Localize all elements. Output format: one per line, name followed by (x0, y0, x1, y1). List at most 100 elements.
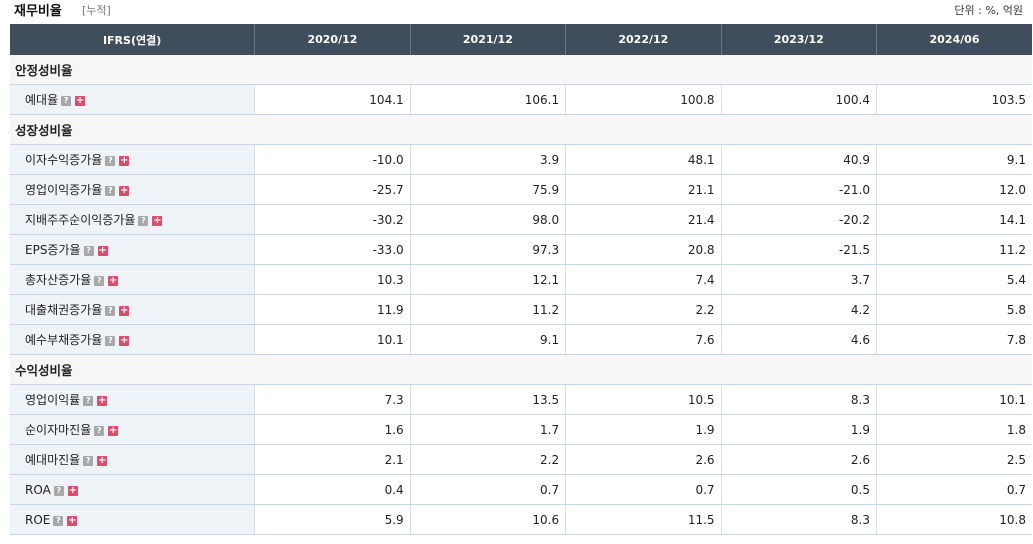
table-row: 순이자마진율? +1.6 1.7 1.9 1.9 1.8 (10, 414, 1032, 445)
row-label-cell: 예수부채증가율? + (10, 324, 256, 355)
help-icon[interactable]: ? (105, 336, 116, 346)
section-title: 안정성비율 (10, 55, 1032, 85)
help-icon[interactable]: ? (94, 426, 105, 436)
help-icon[interactable]: ? (138, 216, 149, 226)
header-row: IFRS(연결) 2020/12 2021/12 2022/12 2023/12… (10, 24, 1032, 55)
expand-plus-icon[interactable]: + (119, 155, 130, 166)
row-label: 예수부채증가율 (25, 333, 103, 347)
value-cell: 2.1 (254, 444, 411, 475)
section-title: 수익성비율 (10, 354, 1032, 385)
expand-plus-icon[interactable]: + (108, 275, 119, 286)
table-row: 총자산증가율? +10.3 12.1 7.4 3.7 5.4 (10, 264, 1032, 295)
value-cell: 104.1 (254, 84, 411, 115)
row-label-cell: 총자산증가율? + (10, 264, 256, 295)
expand-plus-icon[interactable]: + (119, 335, 130, 346)
financial-ratio-table: IFRS(연결) 2020/12 2021/12 2022/12 2023/12… (10, 24, 1032, 535)
value-cell: 4.2 (721, 294, 878, 325)
expand-plus-icon[interactable]: + (119, 185, 130, 196)
expand-plus-icon[interactable]: + (152, 215, 163, 226)
value-cell: 2.6 (565, 444, 722, 475)
value-cell: -33.0 (254, 234, 411, 265)
expand-plus-icon[interactable]: + (97, 395, 108, 406)
value-cell: 0.7 (565, 474, 722, 505)
expand-plus-icon[interactable]: + (67, 514, 78, 526)
help-icon[interactable]: ? (105, 306, 116, 316)
table-row: 예대율? +104.1 106.1 100.8 100.4 103.5 (10, 84, 1032, 115)
expand-plus-icon[interactable]: + (119, 305, 130, 316)
value-cell: -21.0 (721, 174, 878, 205)
section-title: 성장성비율 (10, 114, 1032, 145)
header-ifrs: IFRS(연결) (10, 24, 256, 55)
value-cell: -25.7 (254, 174, 411, 205)
value-cell: 8.3 (721, 384, 878, 415)
row-label-cell: ROE? + (10, 504, 256, 535)
row-label-cell: 지배주주순이익증가율? + (10, 204, 256, 235)
row-label: 영업이익률 (25, 393, 81, 407)
expand-plus-icon[interactable]: + (97, 245, 108, 256)
header-period: 2022/12 (565, 24, 722, 55)
row-label: ROA (25, 482, 51, 497)
section-row: 수익성비율 (10, 354, 1032, 385)
value-cell: 10.1 (254, 324, 411, 355)
value-cell: 98.0 (410, 204, 567, 235)
value-cell: 0.7 (876, 474, 1032, 505)
value-cell: -21.5 (721, 234, 878, 265)
value-cell: 0.5 (721, 474, 878, 505)
help-icon[interactable]: ? (94, 276, 105, 286)
expand-plus-icon[interactable]: + (97, 455, 108, 466)
header-period: 2024/06 (876, 24, 1032, 55)
value-cell: 14.1 (876, 204, 1032, 235)
value-cell: 2.2 (410, 444, 567, 475)
row-label-cell: EPS증가율? + (10, 234, 256, 265)
unit-note: 단위 : %, 억원 (954, 4, 1023, 17)
table-row: 예수부채증가율? +10.1 9.1 7.6 4.6 7.8 (10, 324, 1032, 355)
row-label: 영업이익증가율 (25, 183, 103, 197)
value-cell: 75.9 (410, 174, 567, 205)
help-icon[interactable]: ? (53, 515, 64, 526)
expand-plus-icon[interactable]: + (67, 484, 78, 496)
row-label: 총자산증가율 (25, 273, 92, 287)
table-row: 영업이익증가율? + -25.7 75.9 21.1 -21.0 12.0 (10, 174, 1032, 205)
help-icon[interactable]: ? (53, 485, 64, 496)
value-cell: 1.9 (565, 414, 722, 445)
row-label-cell: 예대율? + (10, 84, 256, 115)
table-row: 예대마진율? +2.1 2.2 2.6 2.6 2.5 (10, 444, 1032, 475)
header-period: 2021/12 (410, 24, 567, 55)
row-label: 지배주주순이익증가율 (25, 213, 136, 227)
value-cell: 5.9 (254, 504, 411, 535)
value-cell: 7.6 (565, 324, 722, 355)
value-cell: 12.1 (410, 264, 567, 295)
value-cell: 2.5 (876, 444, 1032, 475)
value-cell: 40.9 (721, 144, 878, 175)
value-cell: 10.3 (254, 264, 411, 295)
table-row: 대출채권증가율? +11.9 11.2 2.2 4.2 5.8 (10, 294, 1032, 325)
help-icon[interactable]: ? (61, 96, 72, 106)
value-cell: 1.6 (254, 414, 411, 445)
value-cell: 10.6 (410, 504, 567, 535)
value-cell: 3.9 (410, 144, 567, 175)
value-cell: 97.3 (410, 234, 567, 265)
expand-plus-icon[interactable]: + (75, 95, 86, 106)
help-icon[interactable]: ? (83, 396, 94, 406)
value-cell: 5.8 (876, 294, 1032, 325)
help-icon[interactable]: ? (83, 456, 94, 466)
table-row: 지배주주순이익증가율? + -30.2 98.0 21.4 -20.2 14.1 (10, 204, 1032, 235)
row-label-cell: ROA? + (10, 474, 256, 505)
value-cell: -30.2 (254, 204, 411, 235)
row-label-cell: 대출채권증가율? + (10, 294, 256, 325)
value-cell: 21.4 (565, 204, 722, 235)
header-period: 2023/12 (721, 24, 878, 55)
help-icon[interactable]: ? (105, 186, 116, 196)
row-label-cell: 예대마진율? + (10, 444, 256, 475)
expand-plus-icon[interactable]: + (108, 425, 119, 436)
value-cell: -20.2 (721, 204, 878, 235)
value-cell: 103.5 (876, 84, 1032, 115)
value-cell: 0.4 (254, 474, 411, 505)
value-cell: 10.8 (876, 504, 1032, 535)
value-cell: 0.7 (410, 474, 567, 505)
value-cell: -10.0 (254, 144, 411, 175)
help-icon[interactable]: ? (83, 246, 94, 256)
table-row: ROA? +0.4 0.7 0.7 0.5 0.7 (10, 474, 1032, 505)
help-icon[interactable]: ? (105, 156, 116, 166)
header-period: 2020/12 (254, 24, 411, 55)
